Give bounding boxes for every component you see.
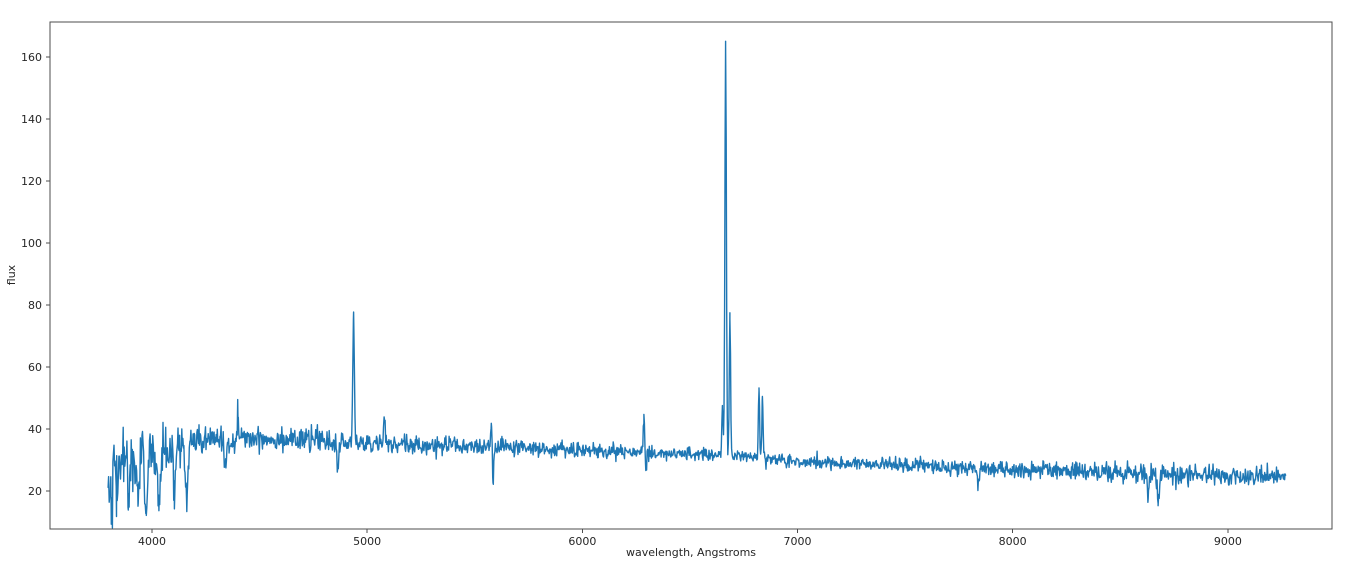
- y-tick-label: 40: [28, 423, 42, 436]
- axes-box: [49, 21, 1333, 530]
- y-tick-label: 140: [21, 113, 42, 126]
- y-tick-label: 120: [21, 175, 42, 188]
- y-tick-label: 60: [28, 361, 42, 374]
- y-tick-label: 80: [28, 299, 42, 312]
- x-tick-label: 9000: [1214, 535, 1242, 548]
- x-tick-label: 4000: [138, 535, 166, 548]
- y-tick-label: 100: [21, 237, 42, 250]
- y-axis-label: flux: [5, 264, 18, 285]
- x-axis-label: wavelength, Angstroms: [626, 546, 756, 559]
- y-tick-label: 20: [28, 485, 42, 498]
- y-tick-label: 160: [21, 51, 42, 64]
- spectrum-line: [107, 40, 1287, 529]
- x-tick-label: 5000: [353, 535, 381, 548]
- x-tick-label: 6000: [568, 535, 596, 548]
- x-tick-label: 8000: [999, 535, 1027, 548]
- x-tick-label: 7000: [784, 535, 812, 548]
